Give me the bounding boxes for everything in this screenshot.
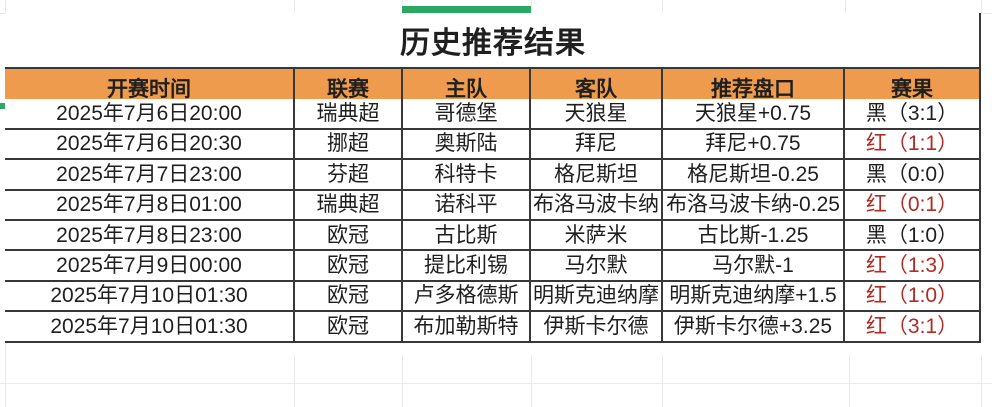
- cell-handicap[interactable]: 布洛马波卡纳-0.25: [663, 190, 845, 221]
- cell-home[interactable]: 布加勒斯特: [403, 312, 531, 343]
- cell-home[interactable]: 奥斯陆: [403, 129, 531, 161]
- sheet-gridline: [531, 0, 532, 13]
- cell-time[interactable]: 2025年7月9日00:00: [5, 251, 295, 282]
- selection-indicator-bar: [402, 6, 531, 13]
- cell-handicap[interactable]: 古比斯-1.25: [663, 220, 845, 252]
- cell-league[interactable]: 芬超: [295, 160, 403, 191]
- cell-home[interactable]: 卢多格德斯: [403, 281, 531, 313]
- cell-time[interactable]: 2025年7月7日23:00: [5, 160, 295, 191]
- cell-league[interactable]: 欧冠: [295, 281, 403, 313]
- sheet-gridline: [981, 355, 982, 407]
- cell-handicap[interactable]: 拜尼+0.75: [663, 129, 845, 161]
- sheet-gridline: [662, 0, 663, 13]
- cell-league[interactable]: 挪超: [295, 129, 403, 161]
- cell-time[interactable]: 2025年7月6日20:30: [5, 129, 295, 161]
- sheet-gridline: [402, 355, 403, 407]
- cell-league[interactable]: 瑞典超: [295, 99, 403, 130]
- cell-home[interactable]: 哥德堡: [403, 99, 531, 130]
- cell-league[interactable]: 欧冠: [295, 312, 403, 343]
- cell-away[interactable]: 马尔默: [531, 251, 663, 282]
- sheet-gridline: [849, 355, 850, 407]
- cell-away[interactable]: 拜尼: [531, 129, 663, 161]
- cell-result[interactable]: 黑（0:0）: [845, 160, 981, 191]
- cell-time[interactable]: 2025年7月8日01:00: [5, 190, 295, 221]
- cell-time[interactable]: 2025年7月6日20:00: [5, 99, 295, 130]
- sheet-gridline: [294, 0, 295, 13]
- cell-away[interactable]: 伊斯卡尔德: [531, 312, 663, 343]
- cell-league[interactable]: 欧冠: [295, 220, 403, 252]
- cell-home[interactable]: 提比利锡: [403, 251, 531, 282]
- sheet-gridline: [662, 355, 663, 407]
- cell-result[interactable]: 红（0:1）: [845, 190, 981, 221]
- table-right-border: [979, 13, 981, 67]
- cell-away[interactable]: 天狼星: [531, 99, 663, 130]
- cell-handicap[interactable]: 明斯克迪纳摩+1.5: [663, 281, 845, 313]
- cell-league[interactable]: 欧冠: [295, 251, 403, 282]
- cell-home[interactable]: 古比斯: [403, 220, 531, 252]
- cell-away[interactable]: 布洛马波卡纳: [531, 190, 663, 221]
- cell-away[interactable]: 格尼斯坦: [531, 160, 663, 191]
- cell-handicap[interactable]: 伊斯卡尔德+3.25: [663, 312, 845, 343]
- sheet-gridline-bottom: [0, 383, 992, 384]
- sheet-gridline: [981, 0, 982, 13]
- cell-home[interactable]: 科特卡: [403, 160, 531, 191]
- sheet-gridline: [531, 355, 532, 407]
- cell-handicap[interactable]: 格尼斯坦-0.25: [663, 160, 845, 191]
- cell-result[interactable]: 红（3:1）: [845, 312, 981, 343]
- cell-time[interactable]: 2025年7月10日01:30: [5, 312, 295, 343]
- results-table: 开赛时间 联赛 主队 客队 推荐盘口 赛果 2025年7月6日20:00 瑞典超哥…: [5, 67, 981, 343]
- cell-handicap[interactable]: 天狼星+0.75: [663, 99, 845, 130]
- cell-time[interactable]: 2025年7月8日23:00: [5, 220, 295, 252]
- selection-indicator-corner: [0, 103, 5, 109]
- cell-result[interactable]: 红（1:1）: [845, 129, 981, 161]
- cell-time[interactable]: 2025年7月10日01:30: [5, 281, 295, 313]
- sheet-gridline: [294, 355, 295, 407]
- table-title-cell[interactable]: 历史推荐结果: [5, 13, 981, 67]
- sheet-gridline: [845, 0, 846, 13]
- cell-handicap[interactable]: 马尔默-1: [663, 251, 845, 282]
- cell-home[interactable]: 诺科平: [403, 190, 531, 221]
- cell-away[interactable]: 明斯克迪纳摩: [531, 281, 663, 313]
- cell-result[interactable]: 红（1:0）: [845, 281, 981, 313]
- cell-away[interactable]: 米萨米: [531, 220, 663, 252]
- cell-result[interactable]: 黑（3:1）: [845, 99, 981, 130]
- cell-league[interactable]: 瑞典超: [295, 190, 403, 221]
- cell-result[interactable]: 红（1:3）: [845, 251, 981, 282]
- page-title: 历史推荐结果: [400, 27, 586, 60]
- cell-result[interactable]: 黑（1:0）: [845, 220, 981, 252]
